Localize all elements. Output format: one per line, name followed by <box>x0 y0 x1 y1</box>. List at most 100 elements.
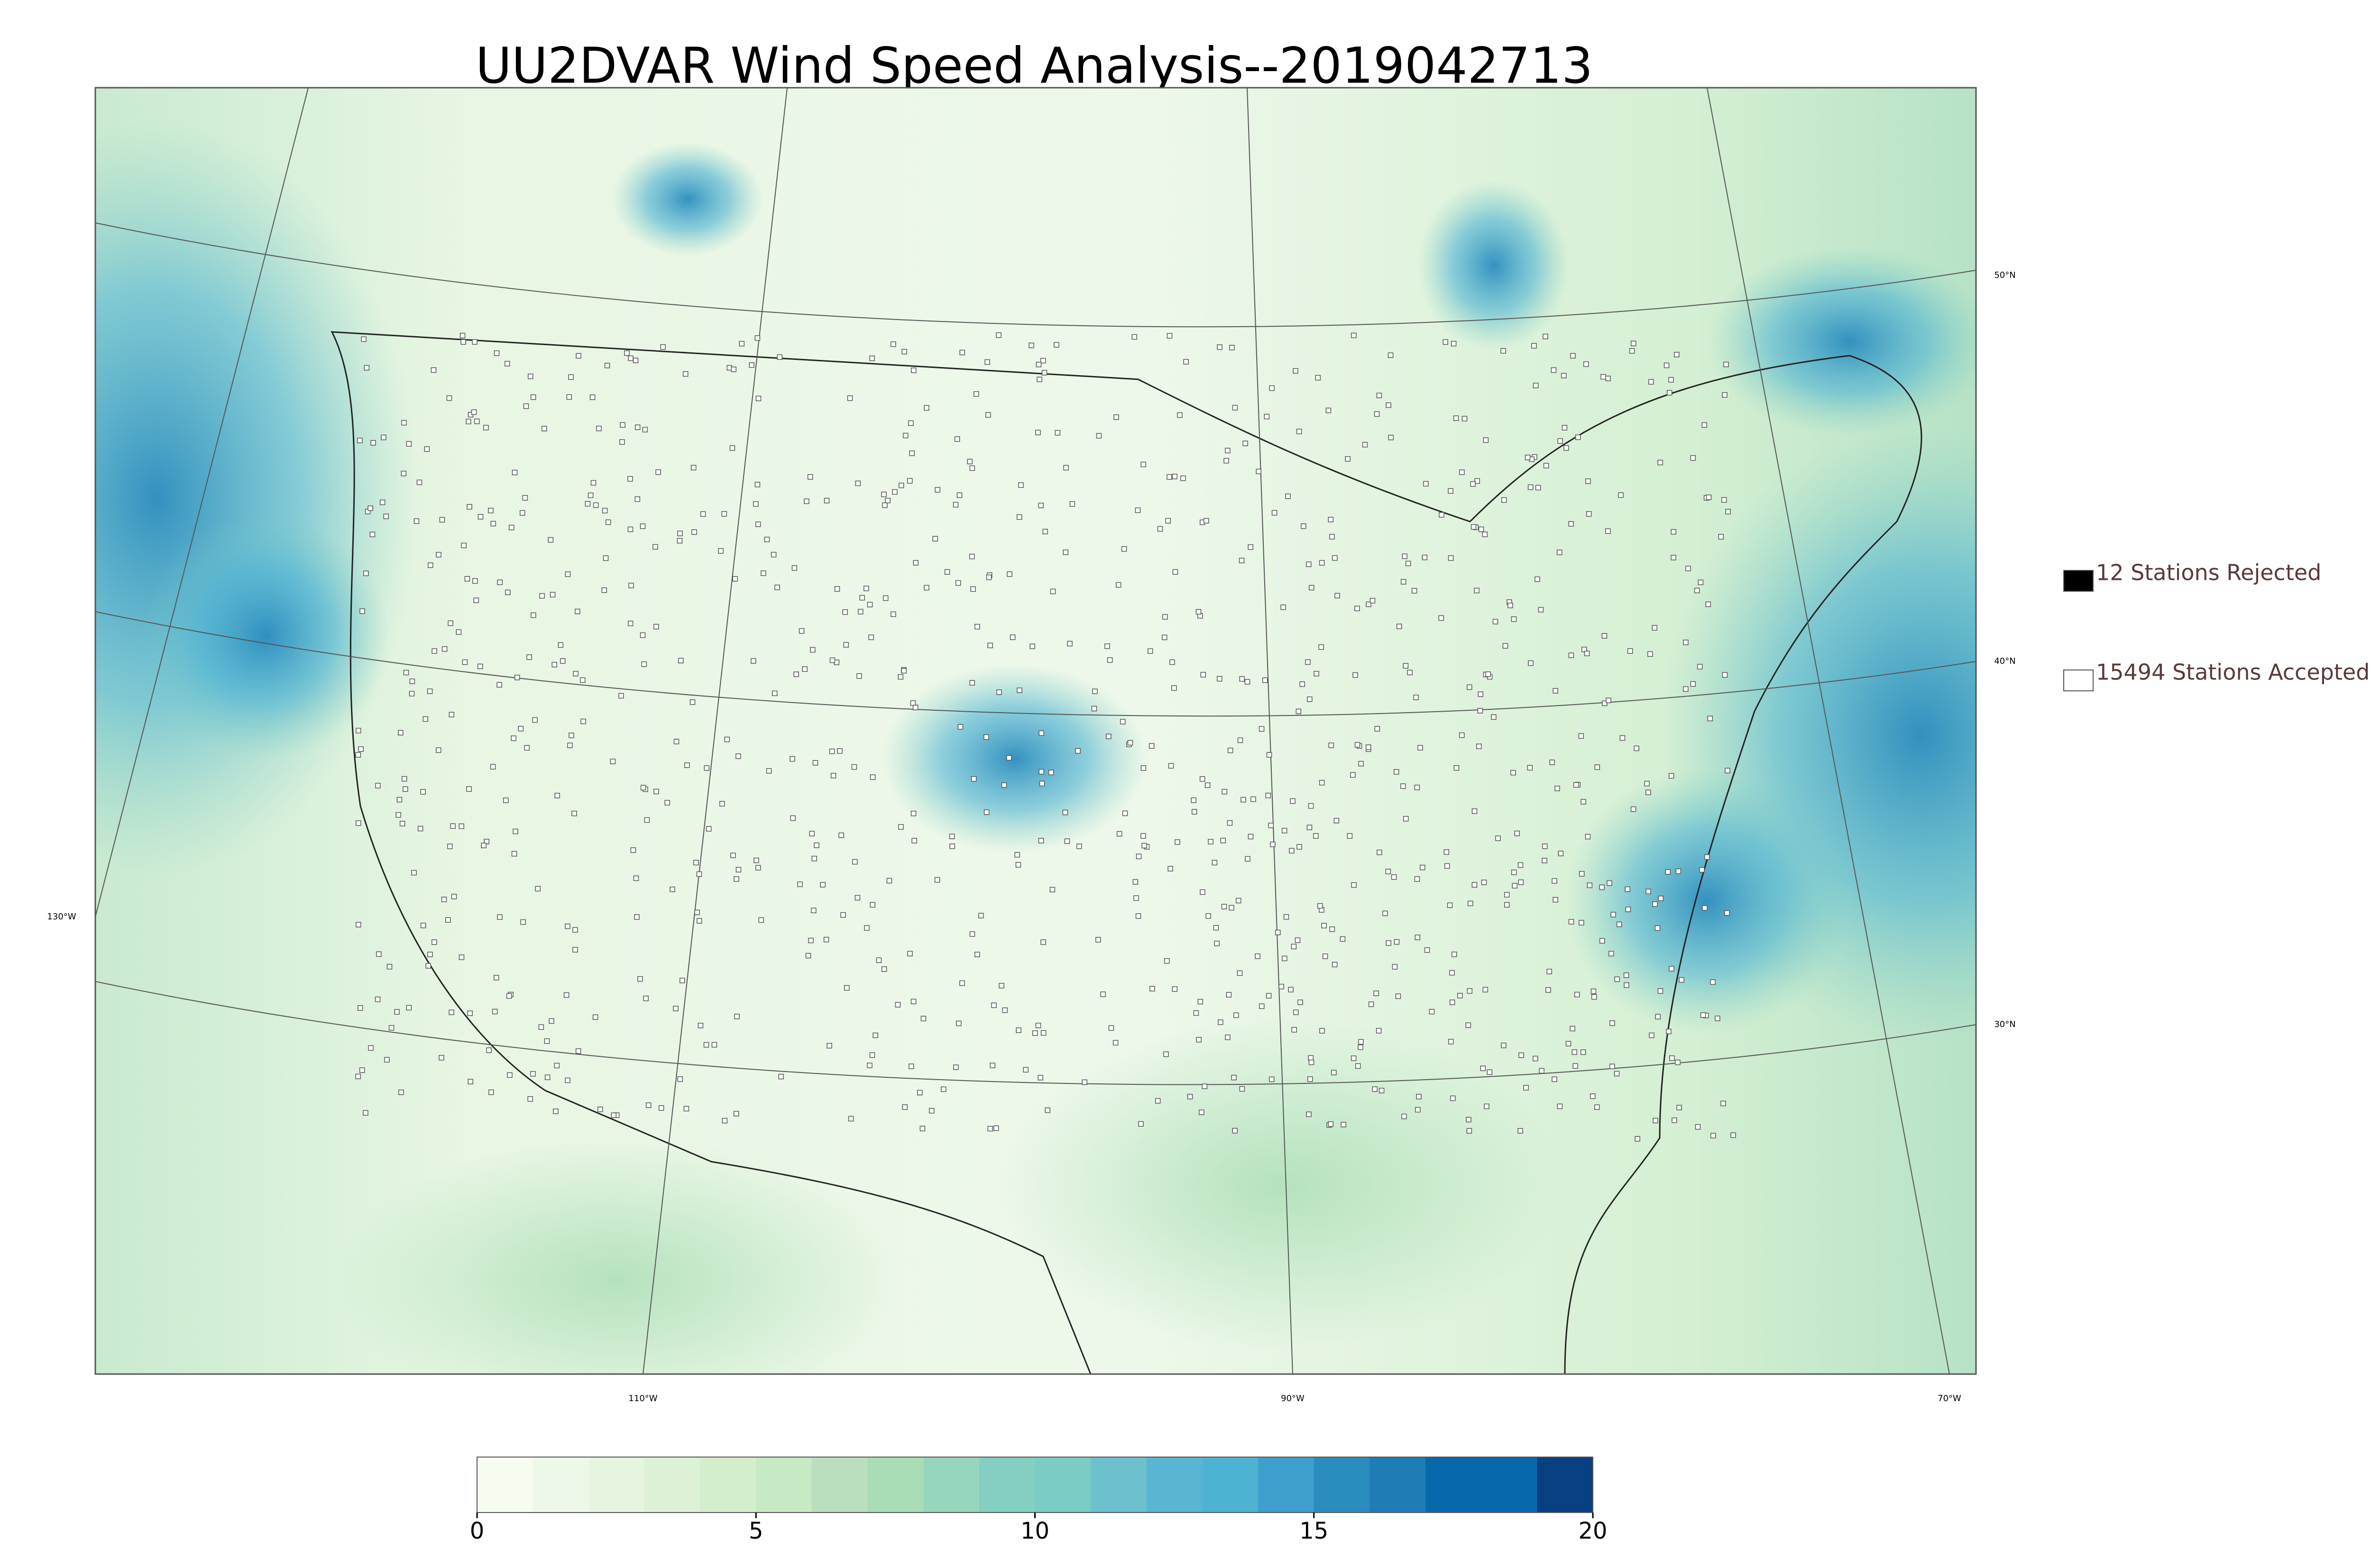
station-marker <box>439 517 445 523</box>
station-marker <box>1168 763 1174 769</box>
station-marker <box>1549 760 1555 765</box>
station-marker <box>1038 1075 1043 1081</box>
station-marker <box>771 551 777 558</box>
station-marker <box>653 789 659 795</box>
station-marker <box>735 753 741 759</box>
station-marker <box>1584 651 1590 656</box>
station-marker <box>548 537 553 543</box>
station-marker <box>435 747 441 753</box>
station-marker <box>449 1009 454 1015</box>
station-marker <box>891 341 896 347</box>
station-marker <box>1195 609 1202 615</box>
colorbar-segment <box>700 1457 756 1513</box>
station-marker <box>1116 831 1122 837</box>
station-marker <box>1470 524 1477 530</box>
station-marker <box>1193 1010 1199 1016</box>
station-marker <box>601 587 607 593</box>
station-marker <box>1531 343 1537 349</box>
station-marker <box>1147 648 1153 654</box>
station-marker <box>492 1009 498 1015</box>
station-marker <box>507 1072 513 1078</box>
station-marker <box>1278 983 1284 990</box>
station-marker <box>1591 994 1597 1000</box>
station-marker <box>1568 652 1574 658</box>
station-marker <box>1685 566 1691 571</box>
station-marker <box>1063 465 1069 471</box>
station-marker <box>834 586 840 592</box>
station-marker <box>655 469 661 475</box>
station-marker <box>1594 764 1600 770</box>
station-marker <box>494 350 500 356</box>
station-marker <box>1032 1030 1038 1036</box>
station-marker <box>356 922 361 927</box>
station-marker <box>1669 1055 1675 1061</box>
station-marker <box>1307 1076 1313 1082</box>
station-marker <box>370 440 376 446</box>
station-marker <box>1557 438 1563 444</box>
station-marker <box>1036 361 1042 367</box>
station-marker <box>645 1102 652 1108</box>
station-marker <box>1329 926 1335 932</box>
station-marker <box>1553 897 1558 903</box>
station-marker <box>1226 992 1232 998</box>
station-marker <box>1623 972 1629 978</box>
station-marker <box>1416 1094 1422 1100</box>
station-marker <box>1169 659 1175 665</box>
station-marker <box>1217 344 1222 350</box>
station-marker <box>953 502 959 508</box>
station-marker <box>1583 361 1589 367</box>
station-marker <box>1388 352 1394 358</box>
station-marker <box>864 925 870 931</box>
graticule <box>95 981 1976 1085</box>
station-marker <box>580 718 586 724</box>
colorbar-segment <box>1091 1457 1147 1513</box>
station-marker <box>1420 864 1425 871</box>
station-marker <box>990 1063 996 1068</box>
station-marker <box>810 908 817 913</box>
colorbar-segment <box>923 1457 980 1513</box>
station-marker <box>1282 955 1287 962</box>
station-marker <box>1495 835 1501 841</box>
station-marker <box>1403 816 1409 822</box>
legend-label: 12 Stations Rejected <box>2096 560 2321 586</box>
wind-area <box>612 142 763 256</box>
station-marker <box>538 1024 544 1030</box>
station-marker <box>1291 944 1297 950</box>
station-marker <box>1599 884 1605 890</box>
station-marker <box>468 1079 473 1084</box>
station-marker <box>604 363 610 368</box>
station-marker <box>1466 1128 1472 1134</box>
station-marker <box>678 658 684 664</box>
station-marker <box>1241 797 1246 803</box>
station-marker <box>1625 886 1630 892</box>
station-marker <box>690 465 697 471</box>
station-marker <box>1092 688 1098 694</box>
longitude-label: 90°W <box>1281 1394 1305 1403</box>
station-marker <box>1368 1001 1374 1007</box>
station-marker <box>363 570 369 577</box>
station-marker <box>1135 913 1141 919</box>
station-marker <box>640 523 646 529</box>
station-marker <box>496 682 502 688</box>
station-marker <box>1200 889 1205 895</box>
station-marker <box>1167 866 1173 871</box>
station-marker <box>1227 820 1233 826</box>
station-marker <box>928 1108 935 1114</box>
station-marker <box>620 422 625 428</box>
station-marker <box>1722 672 1728 678</box>
station-marker <box>913 560 919 566</box>
station-marker <box>969 553 975 559</box>
station-marker <box>1443 849 1450 855</box>
station-marker <box>568 374 574 380</box>
station-marker <box>1259 1003 1265 1009</box>
station-marker <box>1605 376 1611 382</box>
station-marker <box>1392 964 1398 970</box>
station-marker <box>1162 614 1168 620</box>
station-marker <box>1556 550 1562 555</box>
station-marker <box>1266 993 1272 999</box>
station-marker <box>1385 869 1391 874</box>
station-marker <box>1140 765 1147 771</box>
station-marker <box>1700 1012 1706 1018</box>
station-marker <box>682 371 689 377</box>
station-marker <box>1223 458 1229 464</box>
